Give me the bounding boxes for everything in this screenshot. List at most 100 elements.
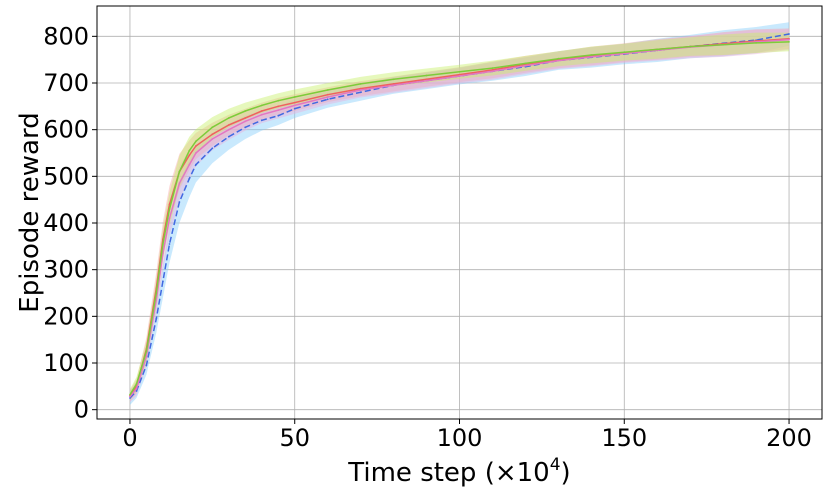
series-4-point [788,41,790,43]
series-4-point [178,170,181,173]
y-tick-label: 600 [43,116,89,144]
series-1-point [145,364,148,367]
grid [97,6,822,419]
series-4-point [260,104,263,107]
x-tick-label: 200 [766,424,812,452]
series-4-point [293,96,296,98]
series-3-point [178,182,181,185]
series-3-point [524,64,527,67]
series-1-point [162,280,164,283]
series-4-point [188,149,191,152]
series-2-point [244,117,247,119]
series-3-point [195,152,197,154]
y-tick-label: 100 [43,349,89,377]
y-tick-label: 700 [43,69,89,97]
series-3-point [135,387,138,390]
series-4-point [491,67,494,69]
series-3-point [168,217,171,220]
series-2-point [293,101,296,104]
series-3-point [145,355,148,357]
series-4-point [458,70,461,73]
series-4-point [155,292,158,294]
series-3-point [293,104,296,107]
series-3-point [788,38,790,41]
series-4-point [590,54,593,56]
series-4-line [129,41,790,396]
series-3-point [491,70,494,73]
series-1-point [168,243,171,245]
series-4-point [755,42,757,44]
series-3-point [392,84,395,87]
series-2-point [188,154,191,157]
series-1-point [277,114,280,117]
series-4-point [135,383,138,385]
series-4-point [359,83,362,85]
series-2-point [458,73,461,76]
series-2-point [326,93,329,96]
series-2-point [195,145,197,147]
y-axis-label: Episode reward [15,112,45,312]
series-3-point [260,113,263,116]
series-4-point [425,74,428,77]
confidence-bands [130,22,789,406]
series-3-point [557,59,560,62]
y-axis-ticks: 0 100 200 300 400 500 600 700 800 [43,22,97,424]
series-1-band [130,22,789,406]
series-1-point [260,119,263,122]
series-4-point [195,140,197,143]
series-1-point [178,201,181,203]
series-3-point [188,163,191,166]
series-1-point [244,126,247,129]
series-1-point [188,177,191,180]
series-1-point [326,98,329,101]
series-4-point [557,57,560,60]
series-4-point [277,99,280,102]
series-3-point [277,109,280,111]
series-4-point [145,350,148,353]
series-1-point [195,163,197,166]
series-2-point [211,133,214,136]
x-axis-label: Time step (×104) [347,455,570,488]
series-2-point [491,69,494,71]
series-4-point [162,243,164,245]
y-tick-label: 300 [43,256,89,284]
series-1-point [227,135,230,138]
series-1-point [211,147,214,150]
series-4-point [392,78,395,81]
series-3-point [458,75,461,77]
x-tick-label: 50 [279,424,310,452]
series-4-point [524,62,527,65]
y-tick-label: 800 [43,22,89,50]
series-4-point [623,51,626,54]
series-1-point [155,317,158,320]
series-3-point [244,120,247,123]
series-2-point [277,105,280,108]
series-4-point [129,393,131,396]
series-3-point [623,52,626,55]
series-4-point [656,48,659,51]
series-1-point [293,107,296,110]
y-tick-label: 500 [43,162,89,190]
series-2-point [227,124,230,126]
series-4-point [244,110,247,112]
series-2-point [359,87,362,90]
series-3-point [326,96,329,98]
y-tick-label: 0 [74,396,89,424]
series-4-point [168,208,171,210]
series-4-point [227,117,230,119]
series-2-point [425,78,428,81]
x-axis-label-suffix: ) [561,458,571,488]
series-2-point [392,83,395,85]
x-tick-label: 150 [601,424,647,452]
series-3-point [227,128,230,131]
series-2-point [260,110,263,112]
y-tick-label: 200 [43,302,89,330]
x-axis-label-exponent: 4 [550,455,561,475]
x-tick-label: 0 [122,424,137,452]
series-1-point [359,91,362,94]
x-axis-ticks: 0 50 100 150 200 [122,419,812,452]
x-axis-label-prefix: Time step (×10 [347,458,549,488]
series-3-point [425,79,428,82]
series-1-point [129,397,131,399]
